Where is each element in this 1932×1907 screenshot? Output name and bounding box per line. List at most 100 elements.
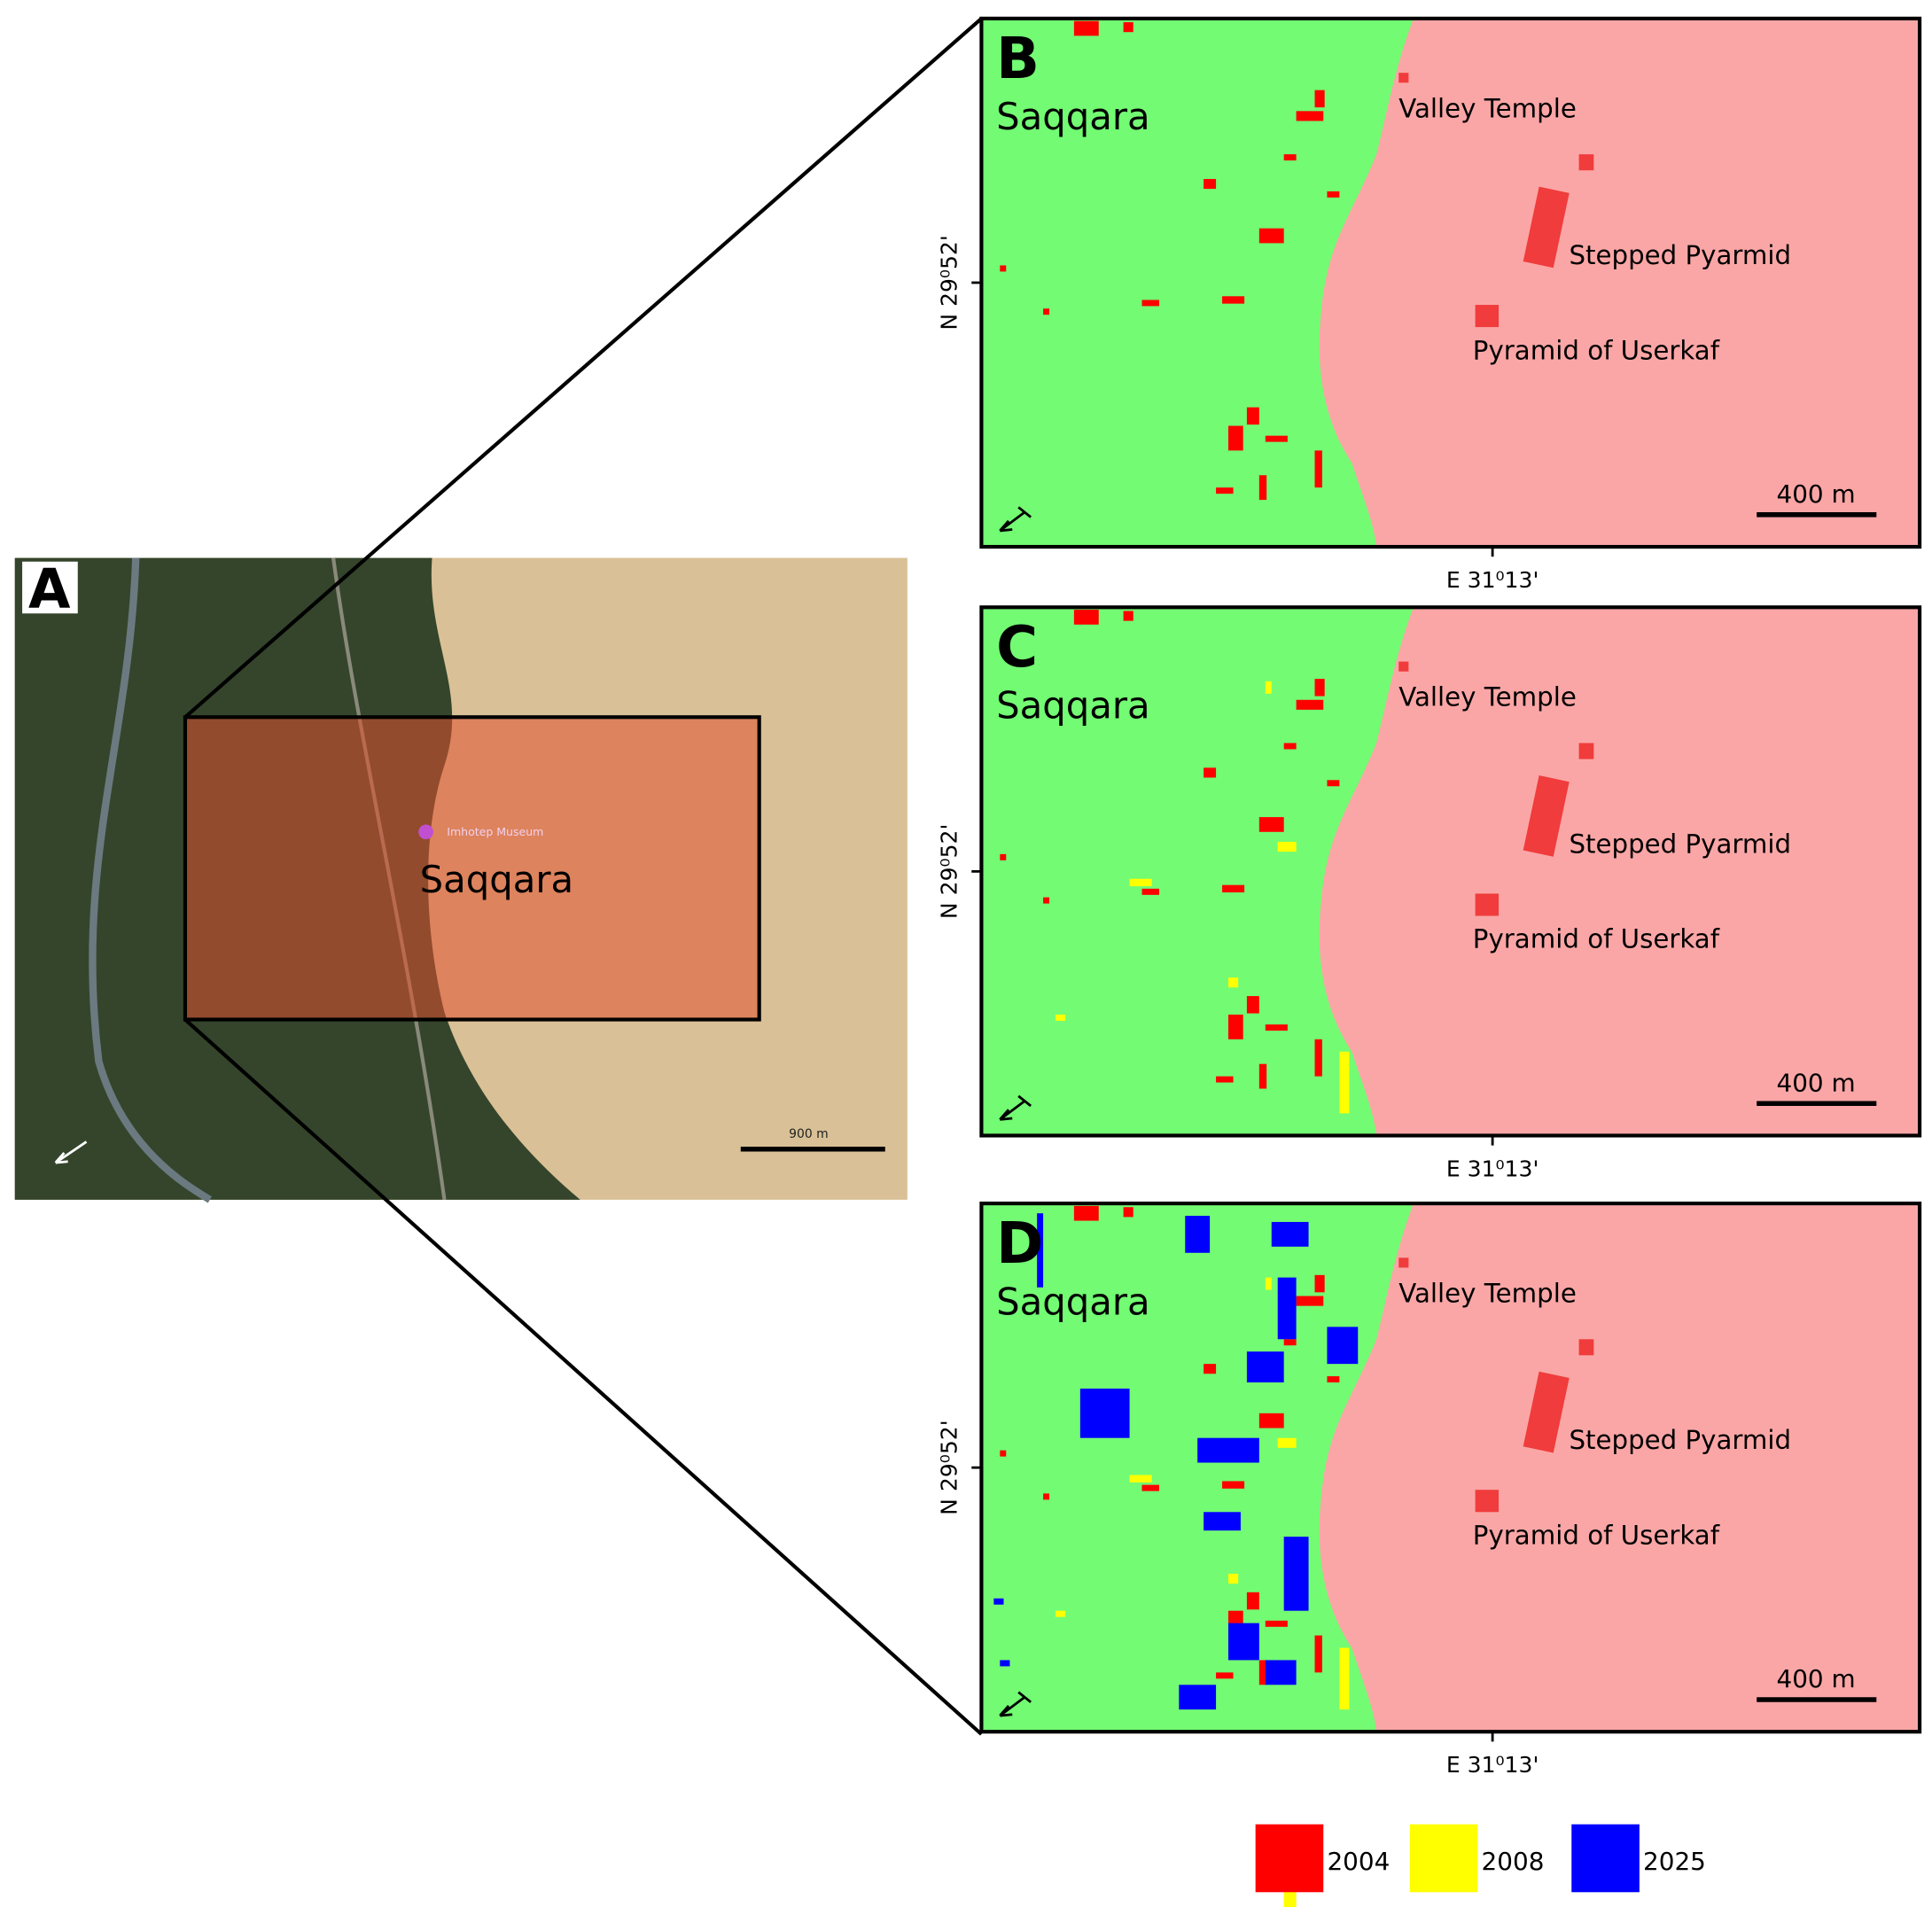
built-2004	[1258, 1413, 1284, 1428]
lat-label: N 29⁰52'	[937, 824, 962, 919]
site-label: Valley Temple	[1398, 1278, 1577, 1308]
legend-swatch	[1571, 1824, 1640, 1893]
built-2004	[1204, 178, 1217, 190]
built-2025	[1277, 1277, 1297, 1340]
site-label: Pyramid of Userkaf	[1473, 1520, 1720, 1550]
built-2008	[1339, 1051, 1350, 1114]
built-2004	[1000, 853, 1007, 860]
built-2004	[1073, 1205, 1099, 1221]
built-2004	[1043, 897, 1050, 904]
built-2025	[1037, 1213, 1044, 1288]
built-2004	[1216, 1076, 1234, 1083]
built-2008	[1055, 1014, 1066, 1021]
panel-label: A	[28, 557, 71, 620]
panel-label: D	[996, 1211, 1043, 1277]
site-label: Valley Temple	[1398, 93, 1577, 123]
built-2004	[1123, 22, 1133, 33]
label-box	[22, 561, 78, 614]
built-2004	[1222, 884, 1245, 893]
legend-label: 2008	[1482, 1847, 1545, 1876]
panel-label: C	[996, 615, 1038, 681]
lat-label: N 29⁰52'	[937, 1420, 962, 1514]
study-area	[183, 715, 761, 1022]
built-2025	[1204, 1512, 1241, 1531]
built-2004	[1141, 888, 1159, 895]
museum-label: Imhotep Museum	[447, 825, 543, 838]
built-2004	[1327, 1376, 1340, 1383]
built-2004	[1000, 1450, 1007, 1457]
built-2004	[1073, 610, 1099, 625]
place-label: Saqqara	[996, 684, 1150, 728]
userkaf-pyramid	[1475, 893, 1500, 916]
built-2004	[1246, 1592, 1259, 1610]
built-2004	[1327, 191, 1340, 198]
built-2025	[1246, 1351, 1284, 1383]
built-2008	[1339, 1647, 1350, 1710]
built-2004	[1141, 300, 1159, 307]
frame	[979, 16, 1922, 549]
built-2025	[1228, 1623, 1259, 1661]
scale-label: 400 m	[1776, 479, 1855, 509]
built-2025	[1000, 1660, 1010, 1667]
built-2008	[1228, 977, 1239, 988]
built-2004	[1258, 228, 1284, 244]
small-pyramid	[1578, 743, 1594, 759]
built-2004	[1314, 1635, 1322, 1673]
built-2004	[1216, 1672, 1234, 1679]
built-2004	[1043, 1493, 1050, 1500]
built-2008	[1265, 681, 1272, 694]
scale-label: 400 m	[1776, 1664, 1855, 1693]
built-2004	[1283, 154, 1297, 161]
built-2004	[1222, 1481, 1245, 1489]
valley-temple	[1398, 73, 1409, 83]
desert	[1319, 18, 1920, 548]
built-2004	[1123, 611, 1133, 621]
built-2004	[1216, 487, 1234, 494]
stepped-pyramid	[1523, 1371, 1570, 1453]
site-label: Stepped Pyarmid	[1569, 829, 1791, 859]
frame	[979, 1201, 1922, 1734]
place-label: Saqqara	[996, 95, 1150, 138]
userkaf-pyramid	[1475, 1490, 1500, 1513]
lon-label: E 31⁰13'	[1446, 1752, 1539, 1778]
legend-label: 2004	[1327, 1847, 1390, 1876]
scale-label: 400 m	[1776, 1068, 1855, 1097]
built-2004	[1314, 90, 1325, 108]
frame	[979, 605, 1922, 1138]
built-2004	[1073, 20, 1099, 36]
canal	[89, 557, 212, 1203]
built-2004	[1246, 407, 1259, 425]
stepped-pyramid	[1523, 774, 1570, 857]
north-arrow	[999, 506, 1032, 533]
stepped-pyramid	[1523, 186, 1570, 269]
site-label: Stepped Pyarmid	[1569, 1425, 1791, 1455]
built-2004	[1265, 1620, 1288, 1627]
built-2004	[1283, 743, 1297, 750]
built-2004	[1314, 1039, 1322, 1077]
built-2008	[1129, 878, 1152, 887]
built-2004	[1228, 425, 1243, 451]
site-label: Pyramid of Userkaf	[1473, 335, 1720, 365]
built-2004	[1204, 1364, 1217, 1374]
valley-temple	[1398, 661, 1409, 672]
built-2025	[1271, 1221, 1309, 1247]
built-2004	[1141, 1484, 1159, 1491]
valley-temple	[1398, 1257, 1409, 1268]
small-pyramid	[1578, 154, 1594, 171]
built-2025	[1185, 1215, 1211, 1253]
lat-label: N 29⁰52'	[937, 235, 962, 330]
legend-swatch	[1409, 1824, 1478, 1893]
built-2004	[1296, 1296, 1324, 1306]
legend-label: 2025	[1643, 1847, 1706, 1876]
built-2025	[1327, 1327, 1359, 1365]
built-2008	[1277, 841, 1297, 852]
north-arrow	[999, 1094, 1032, 1121]
built-2004	[1265, 435, 1288, 442]
north-arrow	[54, 1140, 88, 1164]
site-label: Stepped Pyarmid	[1569, 240, 1791, 270]
built-2004	[1222, 296, 1245, 304]
built-2004	[1258, 817, 1284, 832]
